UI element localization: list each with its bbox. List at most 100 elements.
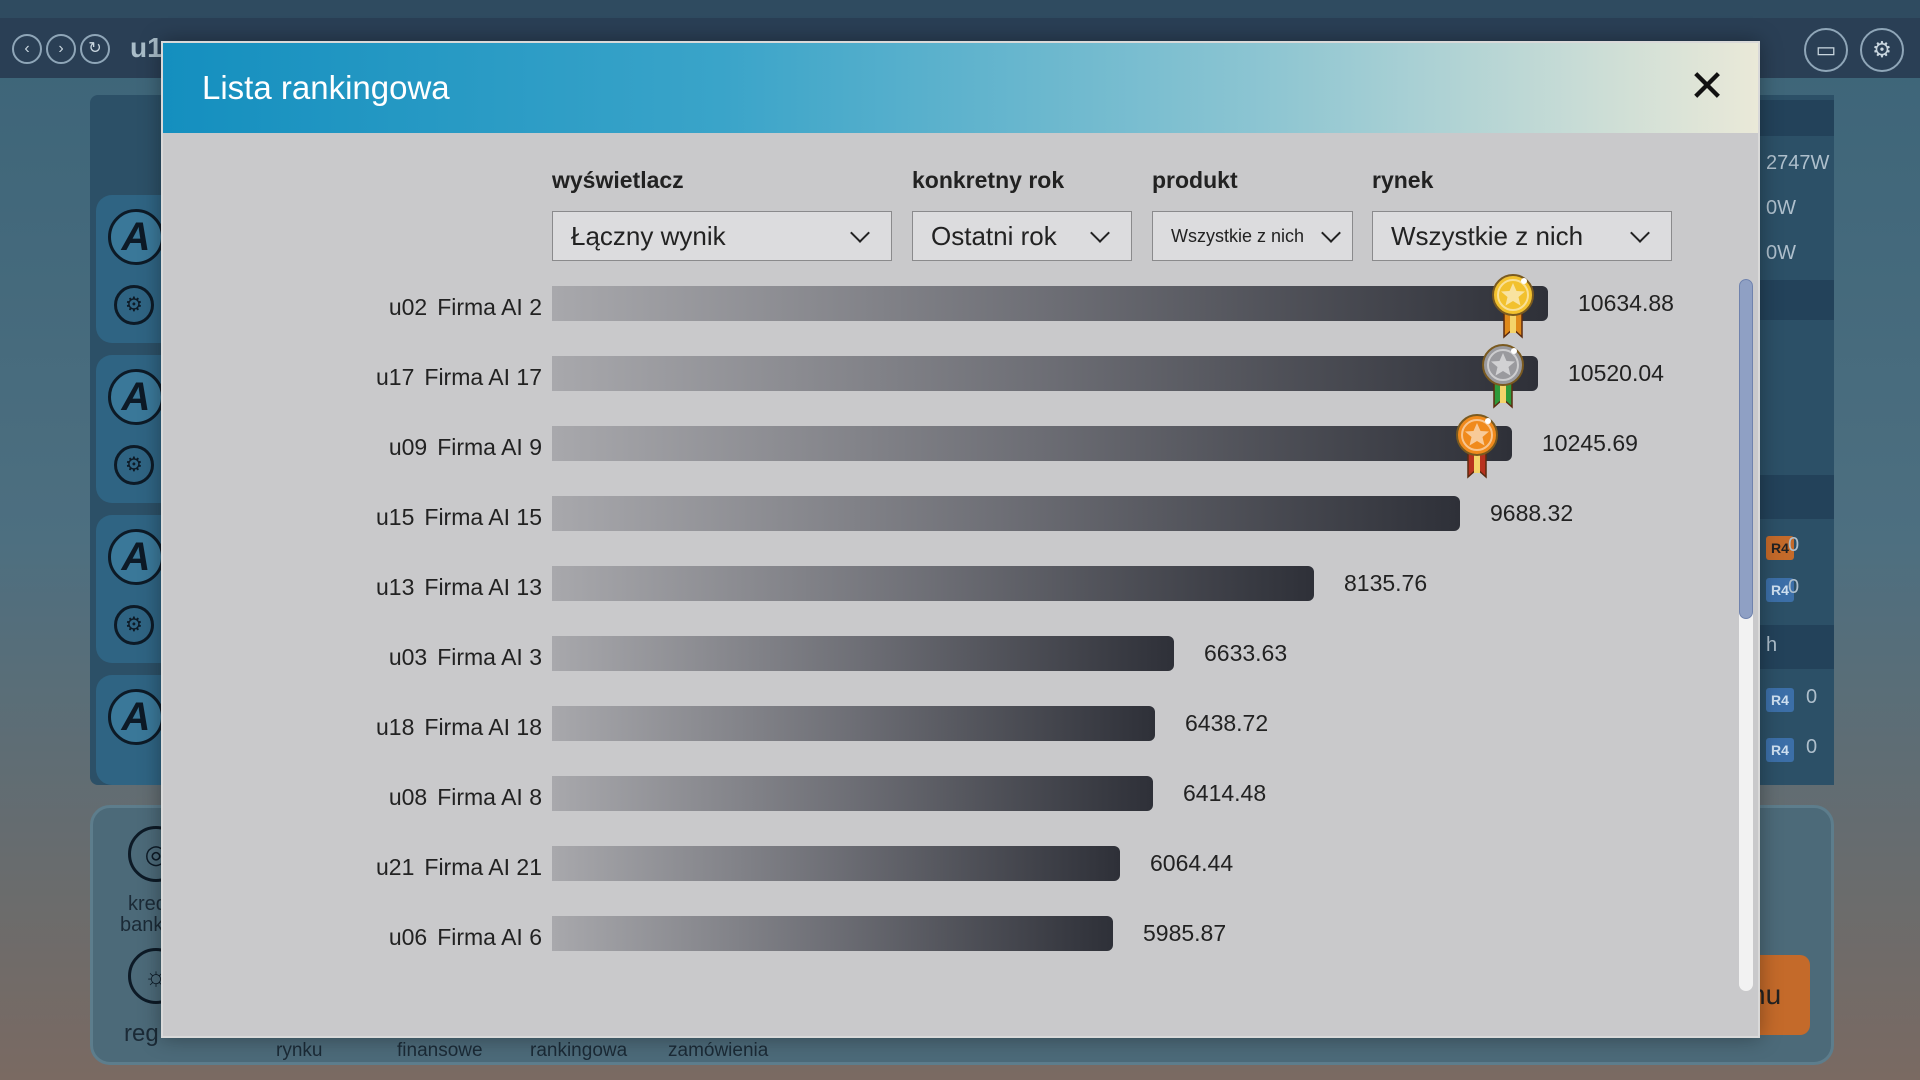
market-select-value: Wszystkie z nich bbox=[1391, 220, 1584, 251]
company-code: u09 bbox=[388, 434, 428, 460]
company-code: u17 bbox=[376, 364, 415, 390]
company-name: Firma AI 6 bbox=[437, 924, 542, 950]
bottom-tab-ranking[interactable]: rankingowa bbox=[530, 1040, 628, 1061]
right-panel-band bbox=[1750, 625, 1834, 669]
right-badge: R4 bbox=[1766, 688, 1794, 712]
right-badge-value: 0 bbox=[1788, 576, 1800, 598]
chevron-down-icon bbox=[1321, 223, 1341, 243]
letter-a-icon: A bbox=[108, 369, 164, 425]
gears-icon: ⚙ bbox=[114, 285, 154, 325]
company-name: Firma AI 13 bbox=[424, 574, 542, 600]
company-name: Firma AI 17 bbox=[424, 364, 542, 390]
bottom-label-kred: kred bbox=[128, 893, 167, 915]
scrollbar-thumb[interactable] bbox=[1739, 279, 1753, 619]
right-panel-band bbox=[1750, 280, 1834, 320]
year-select[interactable]: Ostatni rok bbox=[912, 211, 1132, 261]
right-power-value: 2747W bbox=[1766, 152, 1830, 174]
close-button[interactable]: ✕ bbox=[1688, 62, 1726, 111]
letter-a-icon: A bbox=[108, 529, 164, 585]
right-power-value: 0W bbox=[1766, 197, 1796, 219]
right-badge: R4 bbox=[1766, 536, 1794, 560]
company-code: u13 bbox=[376, 574, 415, 600]
company-code: u21 bbox=[376, 854, 415, 880]
ranking-bar bbox=[552, 286, 1548, 321]
ranking-bar bbox=[552, 636, 1174, 671]
display-select[interactable]: Łączny wynik bbox=[552, 211, 892, 261]
right-badge: R4 bbox=[1766, 578, 1794, 602]
ranking-bar bbox=[552, 846, 1120, 881]
ranking-value: 5985.87 bbox=[1143, 920, 1227, 946]
ranking-bar bbox=[552, 566, 1314, 601]
ranking-bar bbox=[552, 426, 1512, 461]
chevron-down-icon bbox=[1630, 223, 1650, 243]
ranking-bar bbox=[552, 916, 1113, 951]
ranking-row-label: u03 Firma AI 3 bbox=[389, 644, 542, 671]
right-power-value: 0W bbox=[1766, 242, 1796, 264]
filter-label-market: rynek bbox=[1372, 167, 1434, 193]
ranking-value: 9688.32 bbox=[1490, 500, 1574, 526]
gears-icon: ⚙ bbox=[114, 605, 154, 645]
filter-label-year: konkretny rok bbox=[912, 167, 1065, 193]
bottom-tab-market[interactable]: rynku bbox=[276, 1040, 323, 1061]
ranking-bar bbox=[552, 776, 1153, 811]
bottom-label-bank: bank bbox=[120, 914, 164, 936]
ranking-value: 6438.72 bbox=[1185, 710, 1269, 736]
product-select[interactable]: Wszystkie z nich bbox=[1152, 211, 1353, 261]
right-panel bbox=[1750, 95, 1834, 785]
ranking-value: 6414.48 bbox=[1183, 780, 1267, 806]
ranking-value: 10634.88 bbox=[1578, 290, 1674, 316]
right-badge: R4 bbox=[1766, 738, 1794, 762]
company-name: Firma AI 15 bbox=[424, 504, 542, 530]
gears-icon: ⚙ bbox=[114, 445, 154, 485]
forward-icon[interactable]: › bbox=[46, 34, 76, 64]
company-code: u06 bbox=[388, 924, 428, 950]
product-select-value: Wszystkie z nich bbox=[1171, 225, 1305, 246]
company-name: Firma AI 3 bbox=[437, 644, 542, 670]
gear-icon[interactable]: ⚙ bbox=[1860, 28, 1904, 72]
back-icon[interactable]: ‹ bbox=[12, 34, 42, 64]
filter-label-product: produkt bbox=[1152, 167, 1238, 193]
chevron-down-icon bbox=[850, 223, 870, 243]
company-name: Firma AI 21 bbox=[424, 854, 542, 880]
right-badge-value: 0 bbox=[1806, 736, 1818, 758]
ranking-row-label: u08 Firma AI 8 bbox=[389, 784, 542, 811]
ranking-row-label: u02 Firma AI 2 bbox=[389, 294, 542, 321]
letter-a-icon: A bbox=[108, 209, 164, 265]
year-select-value: Ostatni rok bbox=[931, 220, 1057, 251]
market-select[interactable]: Wszystkie z nich bbox=[1372, 211, 1672, 261]
ranking-value: 10520.04 bbox=[1568, 360, 1664, 386]
company-code: u02 bbox=[388, 294, 428, 320]
bottom-tab-finance[interactable]: finansowe bbox=[397, 1040, 483, 1061]
company-name: Firma AI 2 bbox=[437, 294, 542, 320]
filter-label-display: wyświetlacz bbox=[552, 167, 684, 193]
company-name: Firma AI 9 bbox=[437, 434, 542, 460]
book-icon[interactable]: ▭ bbox=[1804, 28, 1848, 72]
ranking-row-label: u06 Firma AI 6 bbox=[389, 924, 542, 951]
ranking-row-label: u21 Firma AI 21 bbox=[376, 854, 542, 881]
chevron-down-icon bbox=[1090, 223, 1110, 243]
silver-medal-icon bbox=[1482, 344, 1524, 409]
orange-action-button[interactable]: nu bbox=[1750, 955, 1810, 1035]
modal-title: Lista rankingowa bbox=[202, 69, 450, 106]
refresh-icon[interactable]: ↻ bbox=[80, 34, 110, 64]
ranking-value: 8135.76 bbox=[1344, 570, 1428, 596]
scrollbar[interactable] bbox=[1739, 279, 1753, 991]
ranking-bar bbox=[552, 356, 1538, 391]
bottom-label-reg: reg bbox=[124, 1020, 159, 1047]
company-name: Firma AI 8 bbox=[437, 784, 542, 810]
company-code: u15 bbox=[376, 504, 415, 530]
company-code: u03 bbox=[388, 644, 428, 670]
letter-a-icon: A bbox=[108, 689, 164, 745]
display-select-value: Łączny wynik bbox=[571, 220, 726, 251]
ranking-value: 10245.69 bbox=[1542, 430, 1638, 456]
right-heading: h bbox=[1766, 634, 1778, 656]
bronze-medal-icon bbox=[1456, 414, 1498, 479]
right-badge-value: 0 bbox=[1788, 534, 1800, 556]
ranking-value: 6064.44 bbox=[1150, 850, 1234, 876]
modal-header: Lista rankingowa ✕ bbox=[163, 43, 1758, 133]
right-panel-band bbox=[1750, 475, 1834, 519]
ranking-bar bbox=[552, 496, 1460, 531]
bottom-tab-orders[interactable]: zamówienia bbox=[668, 1040, 769, 1061]
company-name: Firma AI 18 bbox=[424, 714, 542, 740]
gold-medal-icon bbox=[1492, 274, 1534, 339]
